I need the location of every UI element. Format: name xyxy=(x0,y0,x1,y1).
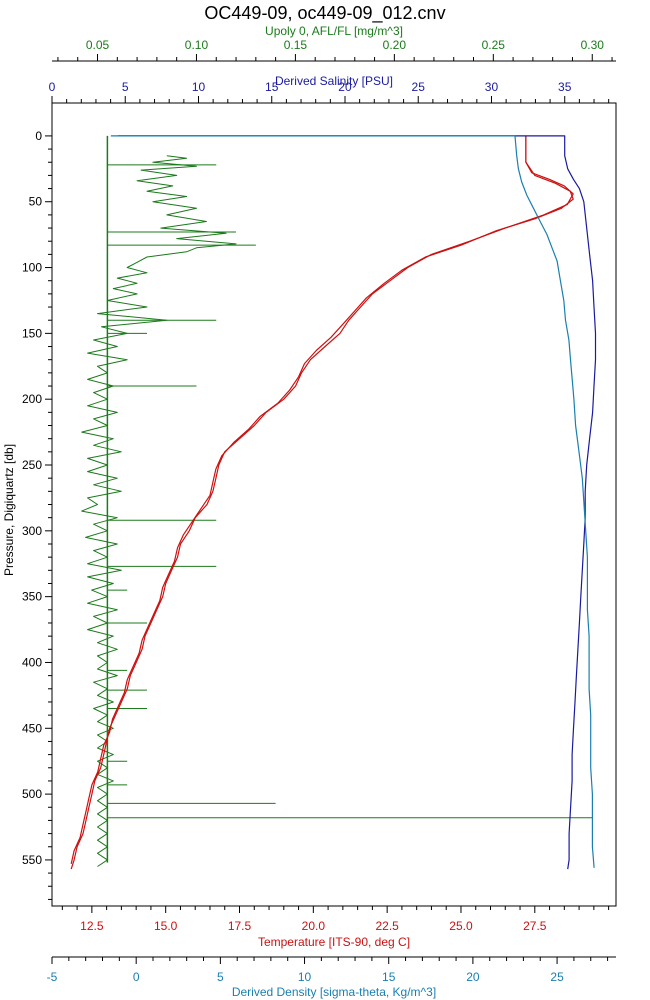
pressure-tick-label: 400 xyxy=(22,655,42,669)
density-tick-label: 15 xyxy=(382,970,396,984)
salinity-line xyxy=(117,135,597,870)
salinity-tick-label: 15 xyxy=(265,80,279,94)
chart-title: OC449-09, oc449-09_012.cnv xyxy=(204,3,445,24)
pressure-tick-label: 150 xyxy=(22,326,42,340)
pressure-tick-label: 200 xyxy=(22,392,42,406)
temperature-downcast-line xyxy=(70,135,574,870)
fluor-tick-label: 0.30 xyxy=(581,38,605,52)
density-tick-label: 10 xyxy=(298,970,312,984)
pressure-tick-label: 450 xyxy=(22,721,42,735)
pressure-tick-label: 50 xyxy=(29,195,43,209)
temperature-tick-label: 22.5 xyxy=(375,919,399,933)
temperature-tick-label: 27.5 xyxy=(523,919,547,933)
salinity-tick-label: 30 xyxy=(485,80,499,94)
plot-frame xyxy=(51,102,617,907)
salinity-tick-label: 20 xyxy=(338,80,352,94)
pressure-tick-label: 100 xyxy=(22,261,42,275)
salinity-tick-label: 35 xyxy=(558,80,572,94)
pressure-tick-label: 250 xyxy=(22,458,42,472)
fluor-tick-label: 0.25 xyxy=(482,38,506,52)
density-axis-label: Derived Density [sigma-theta, Kg/m^3] xyxy=(232,985,436,999)
salinity-tick-label: 25 xyxy=(412,80,426,94)
data-series xyxy=(70,135,597,870)
salinity-tick-label: 5 xyxy=(122,80,129,94)
fluor-tick-label: 0.15 xyxy=(284,38,308,52)
salinity-tick-label: 0 xyxy=(49,80,56,94)
temperature-tick-label: 17.5 xyxy=(228,919,252,933)
temperature-axis-label: Temperature [ITS-90, deg C] xyxy=(258,935,410,949)
temperature-tick-label: 12.5 xyxy=(80,919,104,933)
density-tick-label: 5 xyxy=(217,970,224,984)
fluor-tick-label: 0.20 xyxy=(383,38,407,52)
fluor-axis-label: Upoly 0, AFL/FL [mg/m^3] xyxy=(265,24,403,38)
pressure-axis-label: Pressure, Digiquartz [db] xyxy=(2,444,16,576)
density-line xyxy=(110,135,595,868)
fluor-tick-label: 0.05 xyxy=(86,38,110,52)
density-tick-label: 25 xyxy=(550,970,564,984)
salinity-axis-label: Derived Salinity [PSU] xyxy=(275,74,393,88)
pressure-tick-label: 0 xyxy=(35,129,42,143)
pressure-tick-label: 300 xyxy=(22,524,42,538)
temperature-tick-label: 25.0 xyxy=(449,919,473,933)
fluorescence-profile xyxy=(81,155,237,867)
density-tick-label: -5 xyxy=(47,970,58,984)
temperature-upcast-line xyxy=(70,135,574,865)
density-tick-label: 0 xyxy=(133,970,140,984)
density-tick-label: 20 xyxy=(466,970,480,984)
pressure-tick-label: 550 xyxy=(22,853,42,867)
temperature-tick-label: 20.0 xyxy=(302,919,326,933)
salinity-tick-label: 10 xyxy=(192,80,206,94)
pressure-tick-label: 350 xyxy=(22,590,42,604)
pressure-tick-label: 500 xyxy=(22,787,42,801)
fluor-tick-label: 0.10 xyxy=(185,38,209,52)
plot-area xyxy=(51,102,617,907)
temperature-tick-label: 15.0 xyxy=(154,919,178,933)
